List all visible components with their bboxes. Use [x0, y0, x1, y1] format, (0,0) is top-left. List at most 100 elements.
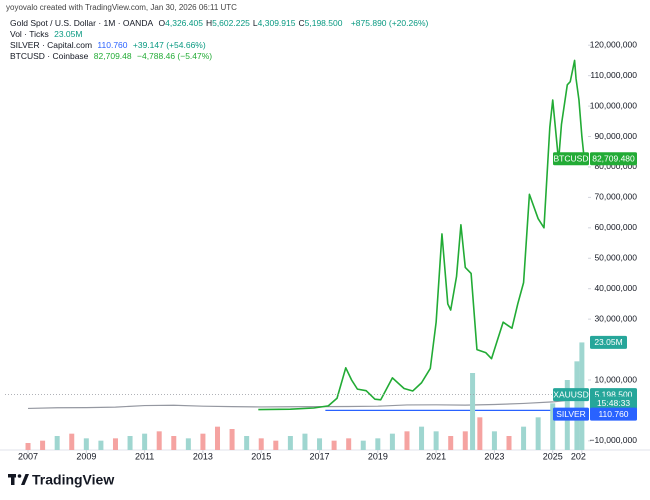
y-tick-label: 30,000,000	[594, 313, 637, 323]
series-name-tag-text: SILVER	[556, 409, 586, 419]
countdown-tag-text: 15:48:33	[597, 398, 630, 408]
volume-bar	[215, 426, 221, 450]
volume-bar	[244, 436, 250, 450]
volume-bar	[302, 433, 308, 450]
legend-name: Gold Spot / U.S. Dollar · 1M · OANDA	[10, 18, 154, 28]
btc-legend: BTCUSD · Coinbase 82,709.48 −4,788.46 (−…	[10, 51, 215, 62]
volume-bar	[389, 433, 395, 450]
volume-bar	[127, 436, 133, 450]
volume-bar	[404, 431, 410, 450]
series-name-tag-box	[553, 388, 589, 402]
volume-bar	[229, 429, 235, 450]
volume-bar	[360, 440, 366, 450]
y-tick-label: −10,000,000	[589, 435, 637, 445]
y-tick-label: 60,000,000	[594, 222, 637, 232]
series-name-tag: XAUUSD	[553, 388, 589, 402]
series-value-tag: 82,709.480	[590, 152, 637, 166]
series-value-tag-box	[590, 152, 637, 166]
legend-value: 82,709.48	[93, 51, 132, 61]
ohlc-letter: L	[252, 18, 258, 28]
series-name-tag-text: XAUUSD	[553, 389, 588, 399]
volume-bar	[142, 433, 148, 450]
series-value-tag-text: 110.760	[598, 409, 628, 419]
legend-change: +39.147 (+54.66%)	[132, 40, 206, 50]
series-value-tag: 110.760	[590, 407, 637, 421]
y-tick-label: 120,000,000	[590, 39, 638, 49]
x-tick-label: 2023	[484, 451, 504, 461]
x-tick-label: 2009	[76, 451, 96, 461]
legend-value: 23.05M	[54, 29, 83, 39]
volume-bar	[273, 440, 279, 450]
series-value-tag-text: 82,709.480	[592, 153, 635, 163]
volume-bar	[171, 436, 177, 450]
volume-bar	[574, 361, 580, 450]
volume-bar	[550, 403, 556, 450]
brand-logo	[8, 474, 29, 485]
volume-bar	[69, 433, 75, 450]
countdown-tag-box	[590, 396, 637, 410]
volume-bar	[477, 417, 483, 450]
volume-tag: 23.05M	[590, 335, 627, 349]
volume-bar	[375, 438, 381, 450]
volume-bar	[287, 436, 293, 450]
legend-name: SILVER · Capital.com	[10, 40, 93, 50]
volume-bar	[448, 436, 454, 450]
series-value-tag-text: 5,198.500	[595, 389, 633, 399]
y-tick-label: 80,000,000	[594, 161, 637, 171]
volume-bar	[433, 431, 439, 450]
volume-bar	[506, 436, 512, 450]
plot-area	[5, 59, 588, 450]
credit: yoyovalo created with TradingView.com, J…	[6, 3, 237, 12]
series-name-tag: BTCUSD	[553, 152, 589, 166]
legend-change: +875.890 (+20.26%)	[350, 18, 429, 28]
ohlc-value: 4,309.915	[257, 18, 296, 28]
volume-tag-text: 23.05M	[594, 337, 622, 347]
countdown-tag: 15:48:33	[590, 396, 637, 410]
series-name-tag-box	[553, 152, 589, 166]
y-tick-label: 110,000,000	[590, 70, 637, 80]
ohlc-value: 5,198.500	[304, 18, 343, 28]
legend-name: BTCUSD · Coinbase	[10, 51, 89, 61]
x-tick-label: 2025	[543, 451, 563, 461]
volume-bar	[258, 438, 264, 450]
y-tick-label: 40,000,000	[594, 283, 637, 293]
volume-bar	[419, 426, 425, 450]
series-value-tag-box	[590, 407, 637, 421]
volume-bar	[40, 440, 46, 450]
legend-change: −4,788.46 (−5.47%)	[137, 51, 213, 61]
silver-legend: SILVER · Capital.com 110.760 +39.147 (+5…	[10, 40, 209, 51]
series-name-tag-text: BTCUSD	[554, 153, 589, 163]
volume-bar	[346, 438, 352, 450]
x-tick-label: 2017	[310, 451, 330, 461]
volume-bar	[156, 431, 162, 450]
x-tick-label: 202	[571, 451, 586, 461]
x-tick-label: 2007	[18, 451, 38, 461]
volume-legend: Vol · Ticks 23.05M	[10, 29, 85, 40]
volume-bar	[535, 417, 541, 450]
volume-bar	[54, 436, 60, 450]
volume-bar	[331, 440, 337, 450]
ohlc-value: 4,326.405	[165, 18, 203, 28]
legend-name: Vol · Ticks	[10, 29, 49, 39]
x-tick-label: 2019	[368, 451, 388, 461]
ohlc-value: 5,602.225	[212, 18, 250, 28]
y-tick-label: 50,000,000	[594, 253, 637, 263]
volume-tag-box	[590, 335, 627, 349]
volume-bar	[317, 438, 323, 450]
volume-bar	[25, 443, 31, 450]
volume-bar	[83, 438, 89, 450]
volume-bar	[462, 431, 468, 450]
gold-legend: Gold Spot / U.S. Dollar · 1M · OANDA O4,…	[10, 18, 431, 29]
volume-bar	[521, 426, 527, 450]
volume-bar	[185, 438, 191, 450]
volume-bar	[98, 440, 104, 450]
y-tick-label: 100,000,000	[590, 100, 638, 110]
x-tick-label: 2021	[426, 451, 446, 461]
y-tick-label: 70,000,000	[594, 192, 637, 202]
price-line	[258, 59, 586, 411]
ohlc-letter: O	[158, 18, 166, 28]
legend-value: 110.760	[97, 40, 128, 50]
series-name-tag: SILVER	[553, 407, 589, 421]
